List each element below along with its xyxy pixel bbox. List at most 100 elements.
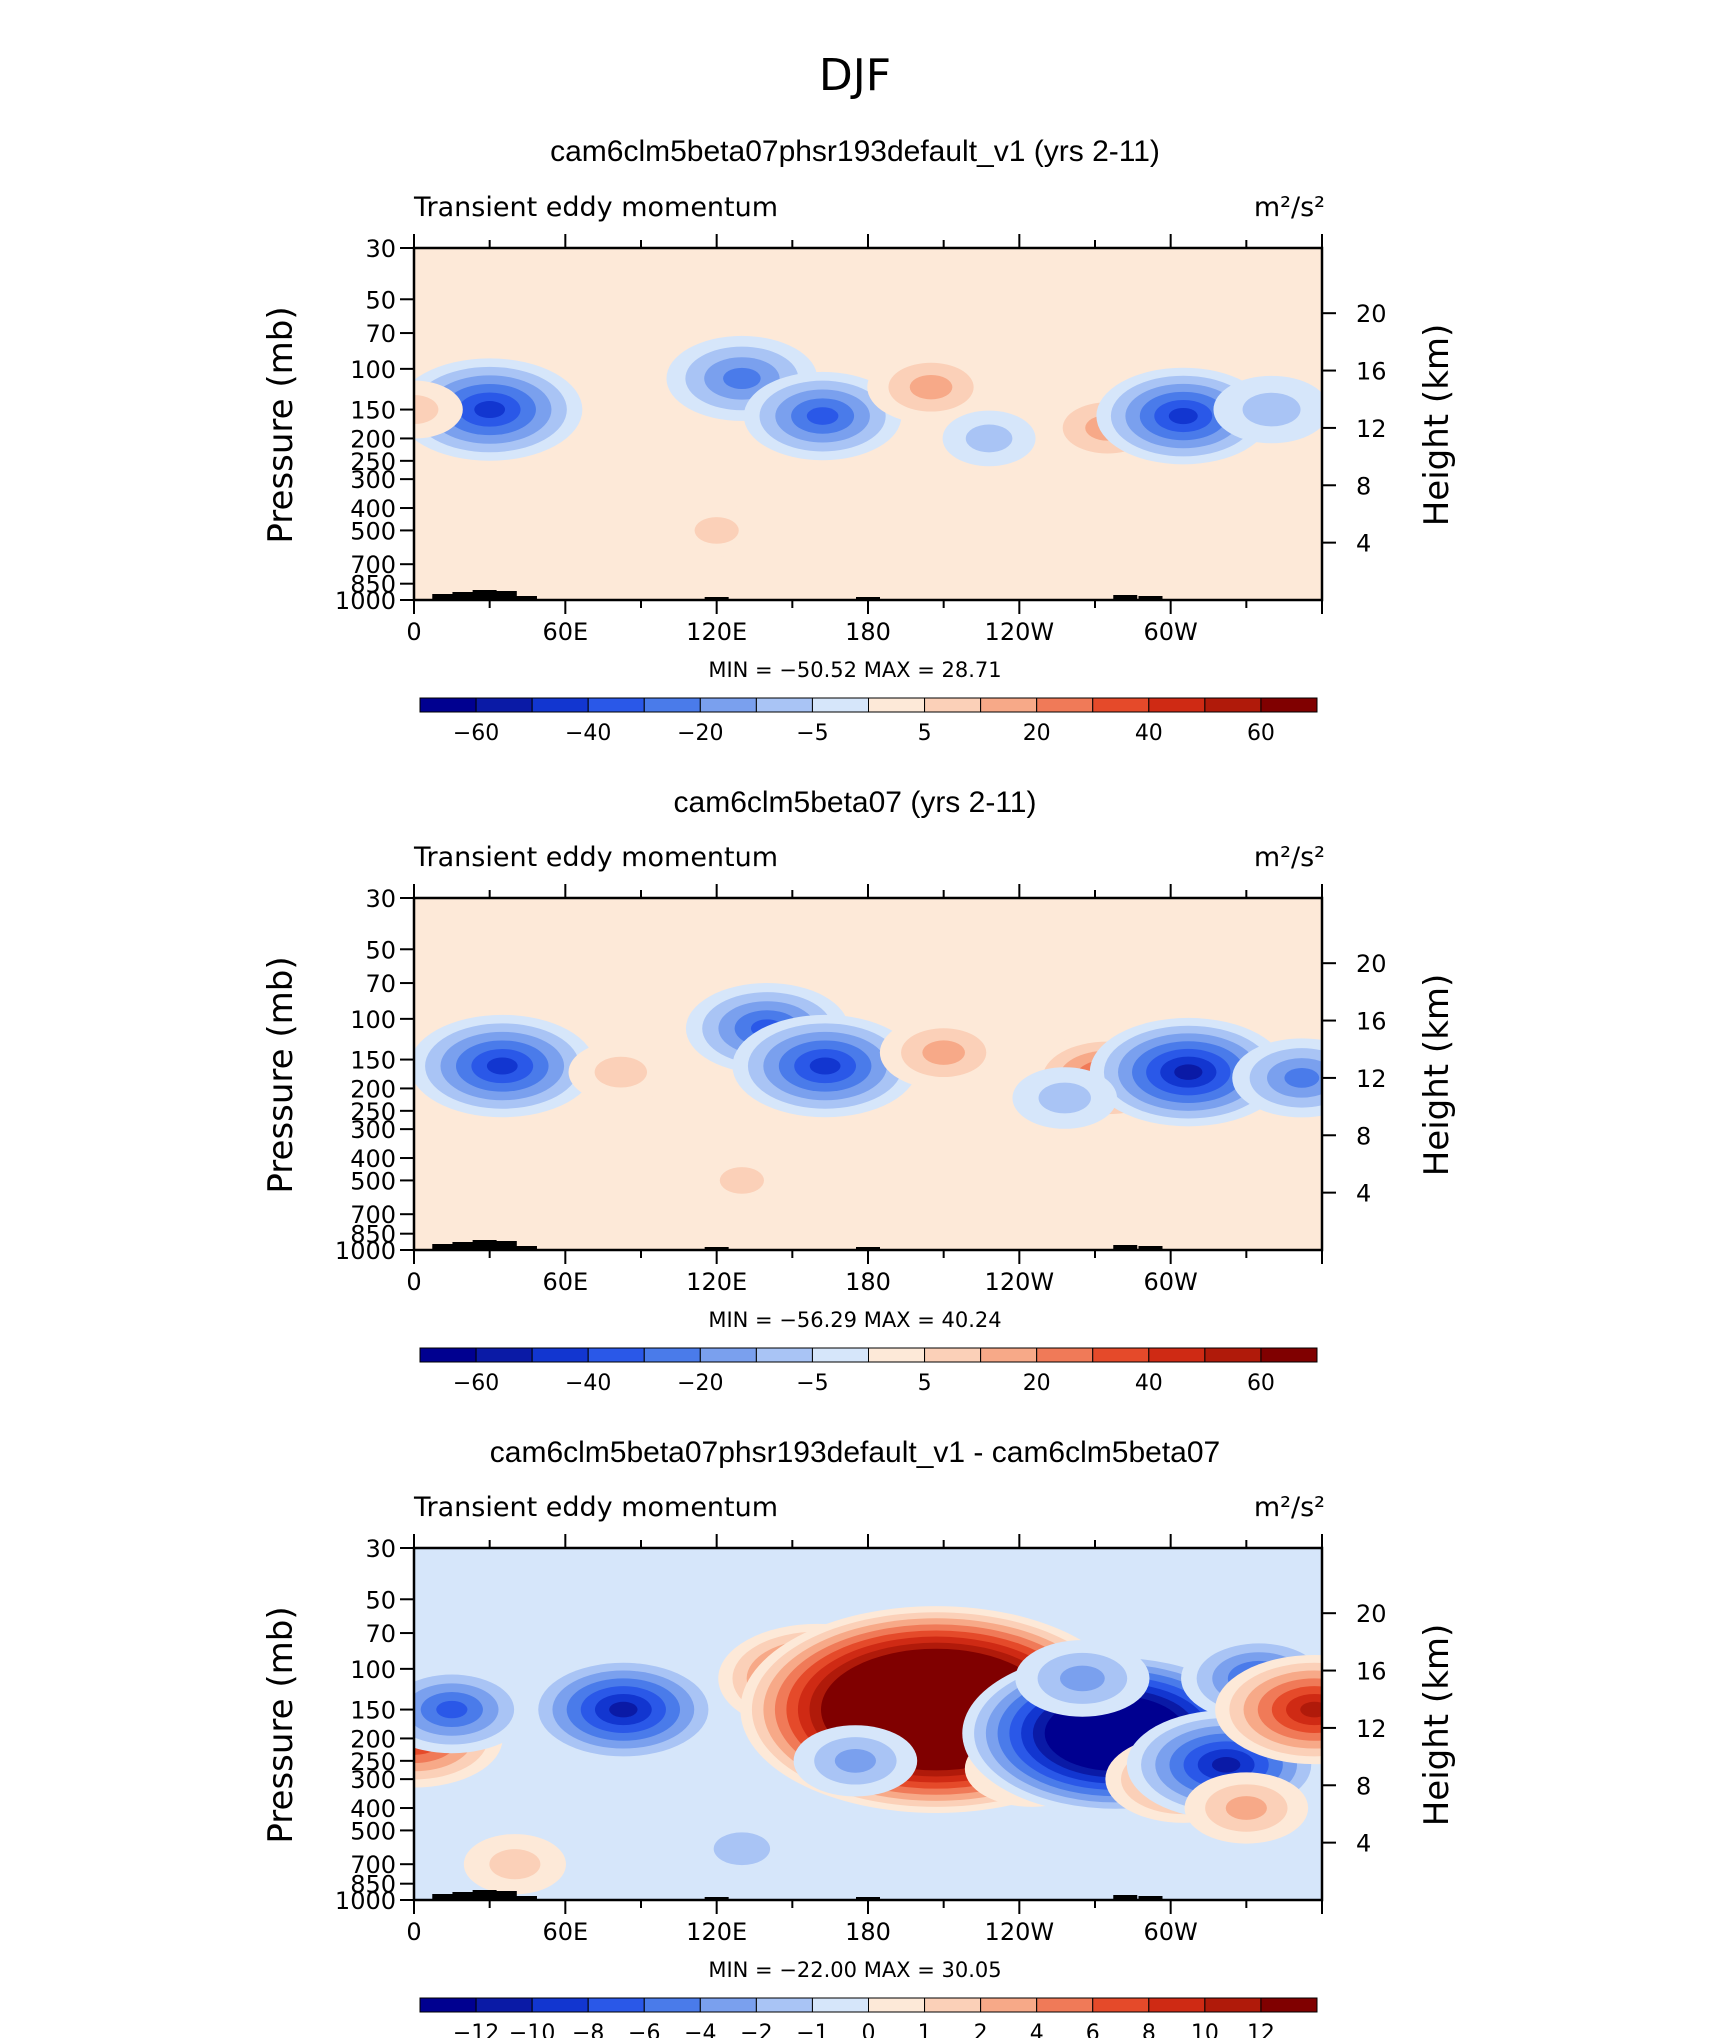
contour-feature-6-level-3: [1284, 1067, 1320, 1088]
topography-bar: [432, 594, 457, 600]
panel-3-ylabel-right: Height (km): [1417, 1624, 1457, 1827]
colorbar-label: 1: [918, 2021, 932, 2038]
contour-feature-0-level-5: [474, 401, 506, 419]
topography-bar: [856, 597, 880, 600]
y-tick-label: 30: [365, 885, 396, 913]
y-tick-label: 30: [365, 235, 396, 263]
colorbar-swatch: [755, 697, 813, 713]
y-tick-label: 150: [350, 397, 396, 425]
panel-2-plot: 0 60E 120E 180 120W 60W3050701001502002503004…: [335, 884, 1387, 1296]
y-tick-label: 850: [350, 571, 396, 599]
panel-2-stats: MIN = −56.29 MAX = 40.24: [708, 1308, 1001, 1332]
contour-feature-13-level-1: [489, 1849, 541, 1880]
y-tick-label: 250: [350, 1098, 396, 1126]
y-tick-label: 850: [350, 1221, 396, 1249]
y-tick-label: 200: [350, 1075, 396, 1103]
x-tick-label: 120E: [686, 1918, 747, 1946]
height-tick-label: 20: [1356, 300, 1387, 328]
panel-3-plot: 0 60E 120E 180 120W 60W3050701001502002503004…: [335, 1534, 1387, 1946]
height-tick-label: 8: [1356, 1122, 1371, 1150]
panel-2-left-label: Transient eddy momentum: [413, 842, 778, 873]
colorbar-swatch: [587, 697, 645, 713]
panel-1-units: m²/s²: [1254, 192, 1325, 223]
colorbar-label: −4: [684, 2021, 716, 2038]
plot-field: [414, 335, 1322, 600]
topography-bar: [472, 1890, 497, 1900]
height-tick-label: 16: [1356, 1008, 1387, 1036]
x-tick-label: 60E: [542, 1918, 588, 1946]
contour-feature-5-level-5: [1168, 407, 1198, 425]
colorbar-label: −20: [677, 721, 723, 746]
colorbar-swatch: [811, 1347, 869, 1363]
colorbar-label: 2: [974, 2021, 988, 2038]
height-tick-label: 4: [1356, 1180, 1371, 1208]
colorbar-swatch: [1092, 1347, 1150, 1363]
contour-feature-3-level-2: [922, 1040, 965, 1065]
y-tick-label: 250: [350, 448, 396, 476]
x-tick-label: 0: [406, 1268, 421, 1296]
topography-bar: [432, 1894, 457, 1900]
y-tick-label: 400: [350, 1145, 396, 1173]
y-tick-label: 70: [365, 1620, 396, 1648]
colorbar-label: 60: [1247, 1371, 1275, 1396]
x-tick-label: 60W: [1144, 1918, 1198, 1946]
colorbar-swatch: [868, 1347, 926, 1363]
height-tick-label: 8: [1356, 1772, 1371, 1800]
colorbar-swatch: [643, 1997, 701, 2013]
y-tick-label: 250: [350, 1748, 396, 1776]
contour-feature-9-level-1: [694, 517, 739, 544]
y-tick-label: 700: [350, 1201, 396, 1229]
y-tick-label: 30: [365, 1535, 396, 1563]
colorbar-label: −1: [796, 2021, 828, 2038]
x-tick-label: 180: [845, 1268, 891, 1296]
colorbar-swatch: [419, 697, 477, 713]
y-tick-label: 150: [350, 1047, 396, 1075]
contour-feature-11-level-2: [834, 1748, 876, 1773]
colorbar-swatch: [531, 1347, 589, 1363]
colorbar-swatch: [475, 1997, 533, 2013]
contour-feature-10-level-6: [1300, 1701, 1322, 1718]
panel-2-ylabel-right: Height (km): [1417, 974, 1457, 1177]
panel-2-units: m²/s²: [1254, 842, 1325, 873]
y-tick-label: 100: [350, 1656, 396, 1684]
colorbar-label: −20: [677, 1371, 723, 1396]
colorbar-label: −10: [509, 2021, 555, 2038]
colorbar-swatch: [1092, 1997, 1150, 2013]
colorbar-swatch: [924, 1347, 982, 1363]
contour-feature-15-level-2: [1225, 1796, 1267, 1820]
y-tick-label: 70: [365, 970, 396, 998]
y-tick-label: 200: [350, 1725, 396, 1753]
colorbar-label: 20: [1023, 1371, 1051, 1396]
height-tick-label: 16: [1356, 358, 1387, 386]
colorbar-label: 5: [918, 1371, 932, 1396]
colorbar-label: −40: [565, 721, 611, 746]
panel-1-stats: MIN = −50.52 MAX = 28.71: [708, 658, 1001, 682]
colorbar-label: −5: [796, 1371, 828, 1396]
topography-bar: [704, 597, 729, 600]
panel-2: cam6clm5beta07 (yrs 2-11) Transient eddy…: [261, 786, 1457, 1396]
panel-1-title: cam6clm5beta07phsr193default_v1 (yrs 2-1…: [550, 135, 1160, 168]
colorbar-swatch: [419, 1347, 477, 1363]
topography-bar: [1113, 1895, 1138, 1900]
contour-feature-14-level-2: [1059, 1665, 1105, 1692]
plot-field: [414, 983, 1322, 1250]
y-tick-label: 1000: [335, 1887, 396, 1915]
topography-bar: [1138, 1246, 1163, 1250]
panel-3-stats: MIN = −22.00 MAX = 30.05: [708, 1958, 1001, 1982]
colorbar-swatch: [1148, 1347, 1206, 1363]
topography-bar: [492, 1241, 517, 1250]
colorbar-swatch: [868, 1997, 926, 2013]
colorbar-label: 40: [1135, 721, 1163, 746]
contour-feature-8-level-6: [1211, 1756, 1241, 1773]
x-tick-label: 180: [845, 1918, 891, 1946]
colorbar-label: −60: [453, 1371, 499, 1396]
colorbar-swatch: [755, 1347, 813, 1363]
panel-3-units: m²/s²: [1254, 1492, 1325, 1523]
topography-bar: [1113, 1245, 1138, 1250]
colorbar-swatch: [811, 1997, 869, 2013]
y-tick-label: 700: [350, 1851, 396, 1879]
x-tick-label: 120W: [985, 618, 1055, 646]
contour-feature-12-level-1: [713, 1832, 771, 1866]
height-tick-label: 12: [1356, 1715, 1387, 1743]
colorbar-swatch: [699, 1347, 757, 1363]
